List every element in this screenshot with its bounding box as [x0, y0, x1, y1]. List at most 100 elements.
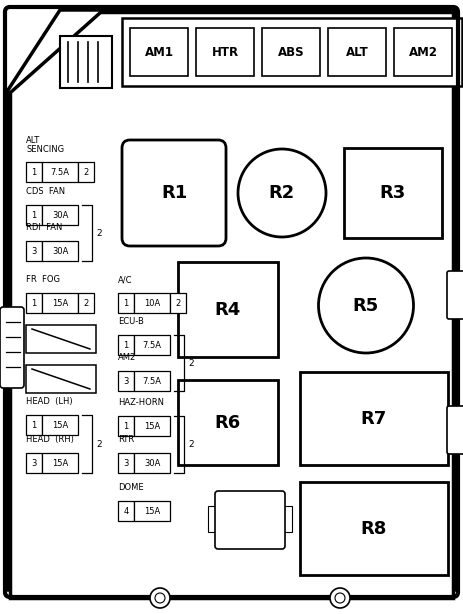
Text: 2: 2 [96, 228, 101, 238]
Text: AM2: AM2 [118, 353, 136, 362]
Bar [26, 162, 42, 182]
Text: 1: 1 [31, 211, 37, 219]
Text: 2: 2 [96, 440, 101, 448]
Bar [300, 372, 448, 465]
Text: 1: 1 [31, 168, 37, 176]
Bar [118, 416, 134, 436]
Bar [78, 162, 94, 182]
Text: R1: R1 [161, 184, 187, 202]
PathPatch shape [10, 12, 453, 598]
Bar [178, 380, 278, 465]
Bar [26, 293, 42, 313]
Text: ALT: ALT [26, 136, 40, 145]
Text: 3: 3 [123, 376, 129, 386]
Bar [42, 453, 78, 473]
Polygon shape [8, 10, 455, 590]
Bar [170, 293, 186, 313]
FancyBboxPatch shape [447, 406, 463, 454]
Text: HAZ-HORN: HAZ-HORN [118, 398, 164, 407]
Text: R3: R3 [380, 184, 406, 202]
Circle shape [335, 593, 345, 603]
Bar [394, 28, 452, 76]
Bar [118, 453, 134, 473]
Text: R2: R2 [269, 184, 295, 202]
Bar [134, 293, 170, 313]
Text: RDI  FAN: RDI FAN [26, 223, 63, 232]
Bar [26, 205, 42, 225]
Bar [42, 415, 78, 435]
Bar [26, 415, 42, 435]
Text: 30A: 30A [144, 459, 160, 467]
Bar [196, 28, 254, 76]
Bar [134, 453, 170, 473]
Text: ABS: ABS [278, 45, 304, 58]
Text: 2: 2 [175, 298, 181, 308]
Bar [78, 293, 94, 313]
Text: 15A: 15A [52, 298, 68, 308]
Bar [42, 293, 78, 313]
Text: 7.5A: 7.5A [50, 168, 69, 176]
Bar [130, 28, 188, 76]
Circle shape [330, 588, 350, 608]
Circle shape [150, 588, 170, 608]
Bar [134, 335, 170, 355]
Bar [42, 205, 78, 225]
Text: ECU-B: ECU-B [118, 317, 144, 326]
Text: 15A: 15A [52, 421, 68, 430]
Text: R4: R4 [215, 300, 241, 319]
Text: 3: 3 [31, 246, 37, 255]
Bar [42, 162, 78, 182]
Bar [252, 502, 268, 516]
Text: AM2: AM2 [408, 45, 438, 58]
Text: 30A: 30A [52, 211, 68, 219]
Text: R7: R7 [361, 410, 387, 427]
Text: 4: 4 [123, 507, 129, 516]
Bar [26, 453, 42, 473]
Text: 7.5A: 7.5A [143, 376, 162, 386]
Text: 2: 2 [83, 298, 88, 308]
Bar [262, 28, 320, 76]
Bar [118, 371, 134, 391]
Bar [226, 502, 242, 516]
Bar [118, 293, 134, 313]
Text: HEAD  (RH): HEAD (RH) [26, 435, 74, 444]
Bar [134, 501, 170, 521]
Bar [122, 18, 462, 86]
Text: HEAD  (LH): HEAD (LH) [26, 397, 73, 406]
Text: 1: 1 [31, 421, 37, 430]
Bar [26, 365, 96, 393]
Bar [300, 482, 448, 575]
Text: RTR: RTR [118, 435, 134, 444]
Text: 15A: 15A [52, 459, 68, 467]
Text: R5: R5 [353, 297, 379, 314]
Bar [252, 522, 268, 536]
Bar [42, 241, 78, 261]
Text: HTR: HTR [212, 45, 238, 58]
Text: 3: 3 [31, 459, 37, 467]
Bar [118, 501, 134, 521]
Text: R6: R6 [215, 413, 241, 432]
Bar [208, 506, 218, 532]
Text: FR  FOG: FR FOG [26, 275, 60, 284]
Bar [178, 262, 278, 357]
Text: AM1: AM1 [144, 45, 174, 58]
Text: 10A: 10A [144, 298, 160, 308]
Bar [226, 522, 242, 536]
Text: 1: 1 [123, 341, 129, 349]
Text: 1: 1 [123, 421, 129, 430]
Text: 2: 2 [188, 440, 194, 448]
Circle shape [238, 149, 326, 237]
Text: DOME: DOME [118, 483, 144, 492]
Text: 1: 1 [31, 298, 37, 308]
Circle shape [319, 258, 413, 353]
Bar [26, 241, 42, 261]
Text: 15A: 15A [144, 421, 160, 430]
Text: 2: 2 [83, 168, 88, 176]
Text: 7.5A: 7.5A [143, 341, 162, 349]
FancyBboxPatch shape [447, 271, 463, 319]
FancyBboxPatch shape [122, 140, 226, 246]
Text: R8: R8 [361, 519, 387, 537]
Bar [282, 506, 292, 532]
Bar [134, 416, 170, 436]
FancyBboxPatch shape [0, 307, 24, 388]
